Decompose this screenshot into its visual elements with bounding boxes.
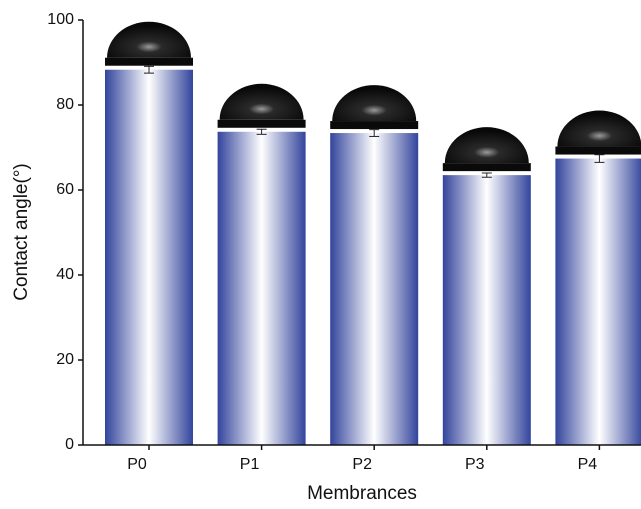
y-tick-label: 40	[56, 266, 74, 283]
y-tick-label: 60	[56, 181, 74, 198]
droplet-image	[445, 127, 529, 163]
bar	[555, 159, 641, 445]
bar	[105, 70, 193, 445]
x-tick-label: P4	[578, 456, 598, 473]
droplet-image	[107, 22, 191, 58]
droplet-image-base	[330, 121, 418, 129]
x-tick-label: P0	[127, 456, 147, 473]
y-tick-label: 0	[65, 436, 74, 453]
x-axis-title: Membrances	[307, 483, 417, 504]
droplet-image-base	[443, 163, 531, 171]
y-tick-label: 100	[47, 11, 74, 28]
y-tick-label: 20	[56, 351, 74, 368]
x-tick-label: P2	[352, 456, 372, 473]
bar	[218, 132, 306, 445]
chart: Membrances Contact angle(°) 0 20 40 60 80 100…	[0, 0, 641, 509]
x-tick-label: P3	[465, 456, 485, 473]
droplet-image-base	[218, 120, 306, 128]
droplet-image-base	[555, 147, 641, 155]
droplet-image	[220, 84, 304, 120]
droplet-image-base	[105, 58, 193, 66]
y-axis-title: Contact angle(°)	[11, 163, 32, 301]
x-tick-label: P1	[240, 456, 260, 473]
bar	[443, 175, 531, 445]
droplet-image	[557, 111, 641, 147]
y-tick-label: 80	[56, 96, 74, 113]
bar	[330, 133, 418, 445]
droplet-image	[332, 85, 416, 121]
